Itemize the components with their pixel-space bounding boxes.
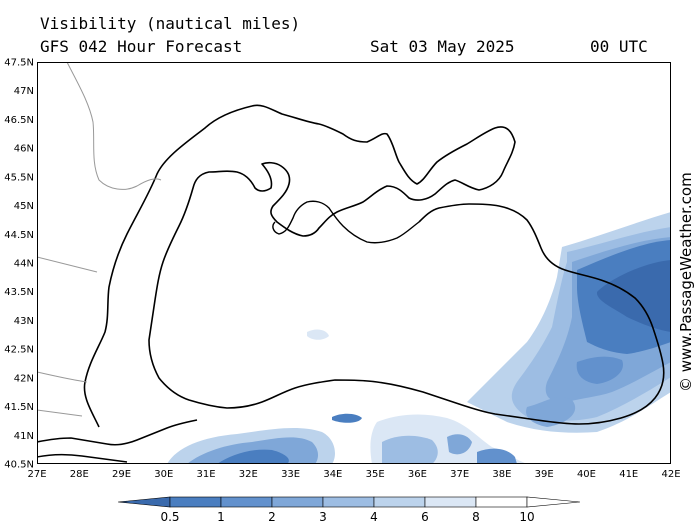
lat-label: 44.5N: [4, 230, 34, 241]
lon-label: 34E: [323, 469, 342, 480]
svg-text:© www.PassageWeather.com: © www.PassageWeather.com: [677, 172, 695, 392]
lon-label: 37E: [450, 469, 469, 480]
legend-tick-label: 4: [370, 510, 378, 524]
lon-label: 33E: [281, 469, 300, 480]
legend-tick-label: 2: [268, 510, 276, 524]
legend-swatch: [322, 496, 375, 508]
legend-arrow-right: [526, 496, 581, 508]
lat-label: 41N: [14, 431, 34, 442]
lat-label: 47N: [14, 86, 34, 97]
visibility-map: [37, 62, 671, 464]
lat-label: 42N: [14, 373, 34, 384]
coastline: [83, 104, 665, 428]
visibility-legend: 0.5 1 2 3 4 6 8 10: [117, 496, 581, 524]
legend-swatch: [373, 496, 426, 508]
lon-label: 35E: [366, 469, 385, 480]
lat-label: 43.5N: [4, 287, 34, 298]
legend-tick-label: 3: [319, 510, 327, 524]
legend-tick-label: 1: [217, 510, 225, 524]
product-title: Visibility (nautical miles): [40, 14, 301, 33]
lat-label: 46.5N: [4, 115, 34, 126]
lat-label: 44N: [14, 259, 34, 270]
lat-label: 46N: [14, 144, 34, 155]
lon-label: 29E: [112, 469, 131, 480]
lon-label: 42E: [661, 469, 680, 480]
legend-arrow-left: [117, 496, 171, 508]
legend-tick-label: 10: [519, 510, 534, 524]
legend-swatch: [220, 496, 273, 508]
lon-label: 36E: [408, 469, 427, 480]
lat-label: 45.5N: [4, 172, 34, 183]
lon-label: 28E: [70, 469, 89, 480]
lon-label: 30E: [154, 469, 173, 480]
legend-tick-label: 8: [472, 510, 480, 524]
legend-swatch: [424, 496, 477, 508]
forecast-label: GFS 042 Hour Forecast: [40, 37, 243, 56]
legend-tick-label: 6: [421, 510, 429, 524]
legend-tick-label: 0.5: [160, 510, 179, 524]
lon-label: 32E: [239, 469, 258, 480]
lat-label: 41.5N: [4, 402, 34, 413]
lon-label: 41E: [619, 469, 638, 480]
visibility-shading: [167, 212, 671, 464]
legend-swatch: [475, 496, 528, 508]
forecast-time: 00 UTC: [590, 37, 648, 56]
lat-label: 43N: [14, 316, 34, 327]
legend-swatch: [271, 496, 324, 508]
forecast-date: Sat 03 May 2025: [370, 37, 515, 56]
lon-label: 40E: [577, 469, 596, 480]
lat-label: 47.5N: [4, 58, 34, 69]
lat-label: 40.5N: [4, 460, 34, 471]
lon-label: 39E: [535, 469, 554, 480]
lon-label: 27E: [27, 469, 46, 480]
lat-label: 42.5N: [4, 345, 34, 356]
credit-text: © www.PassageWeather.com: [677, 172, 695, 392]
lon-label: 38E: [492, 469, 511, 480]
lat-label: 45N: [14, 201, 34, 212]
lon-label: 31E: [197, 469, 216, 480]
legend-swatch: [169, 496, 222, 508]
